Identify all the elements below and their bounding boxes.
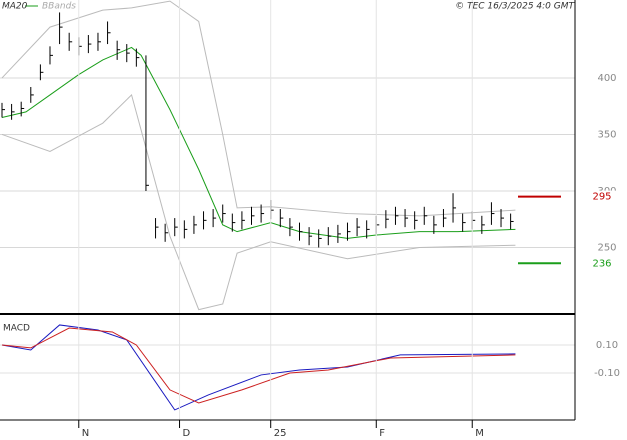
y-tick-label: 0.10 — [596, 340, 618, 351]
x-tick-label: 25 — [274, 428, 287, 439]
copyright: © TEC 16/3/2025 4:0 GMT — [455, 2, 575, 12]
x-tick-label: D — [183, 428, 191, 439]
x-tick-label: N — [82, 428, 89, 439]
price-panel — [0, 0, 575, 311]
x-tick-label: F — [379, 428, 385, 439]
x-tick-label: M — [475, 428, 484, 439]
price-label: 236 — [592, 258, 611, 269]
y-tick-label: 400 — [597, 73, 616, 84]
ma-line — [1, 46, 516, 239]
bband-lower — [1, 93, 516, 311]
macd-title: MACD — [3, 324, 30, 334]
legend-bbands: BBands — [42, 2, 76, 12]
bband-upper — [1, 0, 516, 217]
y-tick-label: 350 — [597, 129, 616, 140]
y-tick-label: -0.10 — [594, 368, 620, 379]
macd-panel — [0, 324, 575, 411]
macd-line — [1, 327, 516, 404]
y-tick-label: 250 — [597, 242, 616, 253]
price-label-bg — [590, 190, 624, 203]
price-label-bg — [590, 257, 624, 270]
price-label: 295 — [592, 192, 611, 203]
legend-ma20: MA20 — [2, 2, 28, 12]
